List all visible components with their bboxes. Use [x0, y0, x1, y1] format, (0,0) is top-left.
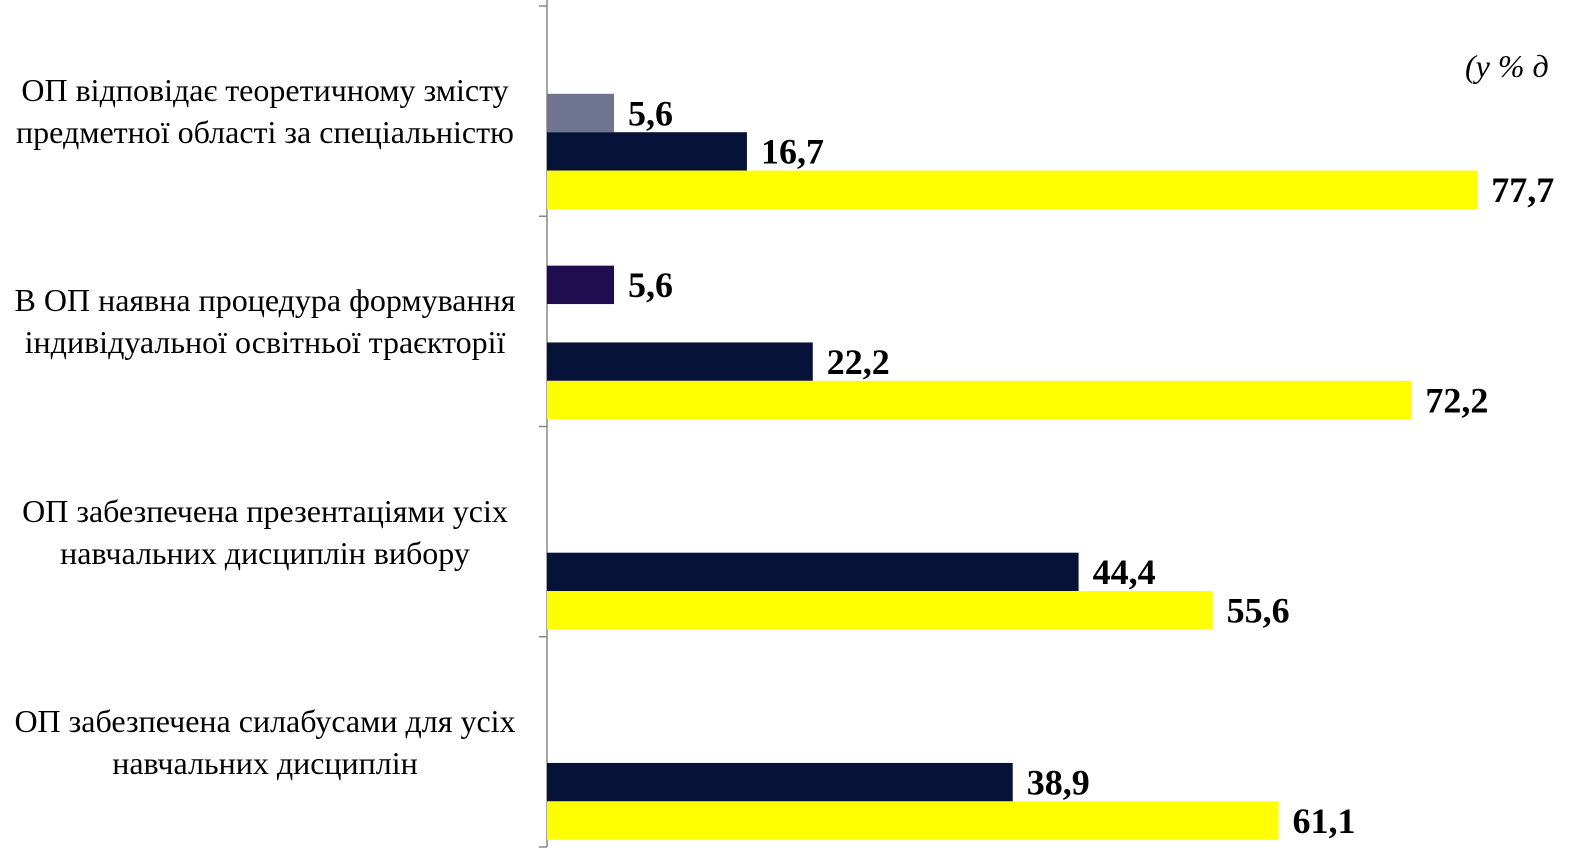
value-label: 5,6 — [628, 265, 673, 305]
value-label: 61,1 — [1293, 801, 1356, 841]
bar — [547, 93, 615, 133]
value-label: 55,6 — [1227, 591, 1290, 631]
value-label: 5,6 — [628, 93, 673, 133]
category-label: ОП забезпечена силабусами для усіх навча… — [14, 702, 516, 781]
chart-subtitle: (у % д — [1465, 48, 1549, 84]
category-label: ОП забезпечена презентаціями усіх навчал… — [22, 492, 508, 571]
value-label: 72,2 — [1425, 380, 1488, 420]
bar — [547, 591, 1213, 630]
value-label: 44,4 — [1093, 552, 1156, 592]
value-label: 22,2 — [827, 342, 890, 382]
category-label: В ОП наявна процедура формування індивід… — [14, 282, 516, 361]
bar — [547, 380, 1412, 420]
bar — [547, 170, 1478, 209]
value-label: 77,7 — [1491, 170, 1554, 210]
bar — [547, 762, 1013, 802]
bar — [547, 132, 747, 171]
bar — [547, 342, 813, 381]
bar — [547, 265, 615, 305]
bar — [547, 552, 1079, 592]
value-label: 16,7 — [761, 132, 824, 172]
bar — [547, 801, 1279, 840]
category-label: ОП відповідає теоретичному змісту предме… — [16, 72, 514, 151]
value-label: 38,9 — [1027, 762, 1090, 802]
